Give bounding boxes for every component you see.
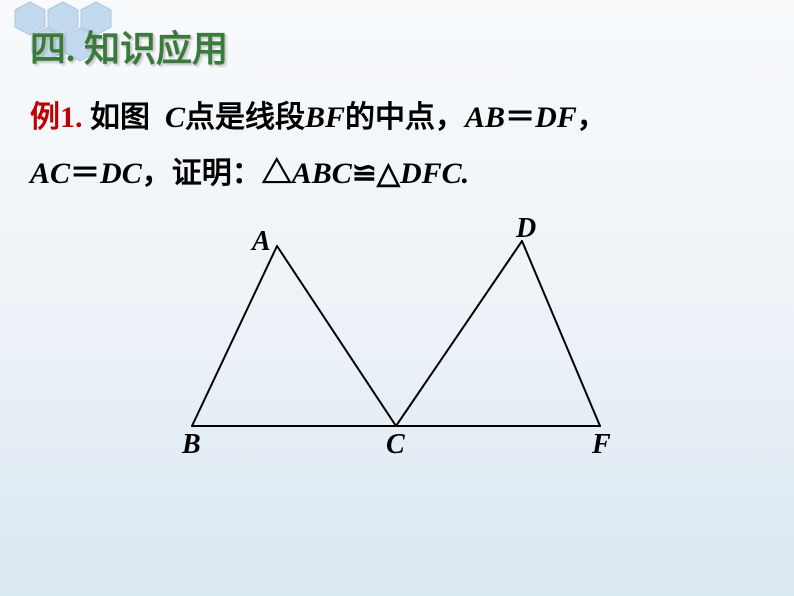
vertex-label-A: A [252, 226, 271, 258]
edge-DF [522, 241, 600, 426]
text-p3: 的中点， [345, 101, 465, 134]
vertex-label-D: D [516, 213, 536, 245]
var-C: C [165, 101, 185, 134]
var-BF: BF [305, 101, 345, 134]
vertex-label-C: C [386, 429, 405, 461]
text-p2: 点是线段 [185, 101, 305, 134]
tri2: △ [377, 157, 400, 190]
geometry-figure: A B C D F [162, 211, 632, 471]
section-title: 四. 知识应用 [30, 20, 764, 72]
edge-DC [396, 241, 522, 426]
period: . [462, 157, 470, 190]
var-AC: AC [30, 157, 70, 190]
example-text: 例1. 如图 C点是线段BF的中点，AB＝DF， AC＝DC，证明：△ABC≌△… [30, 90, 764, 201]
eq1: ＝ [505, 101, 535, 134]
edge-AC [277, 246, 396, 426]
eq2: ＝ [70, 157, 100, 190]
var-AB: AB [465, 101, 505, 134]
vertex-label-B: B [182, 429, 201, 461]
figure-container: A B C D F [30, 211, 764, 471]
slide-content: 四. 知识应用 例1. 如图 C点是线段BF的中点，AB＝DF， AC＝DC，证… [0, 0, 794, 491]
var-DC: DC [100, 157, 142, 190]
comma1: ， [577, 101, 607, 134]
var-DF: DF [535, 101, 577, 134]
example-label: 例1. [30, 101, 83, 134]
var-DFC: DFC [400, 157, 462, 190]
text-p1: 如图 [90, 101, 150, 134]
var-ABC: ABC [292, 157, 352, 190]
edge-AB [192, 246, 277, 426]
text-p4: ，证明： [142, 157, 262, 190]
cong: ≌ [352, 157, 377, 190]
tri1: △ [262, 157, 292, 190]
vertex-label-F: F [592, 429, 611, 461]
